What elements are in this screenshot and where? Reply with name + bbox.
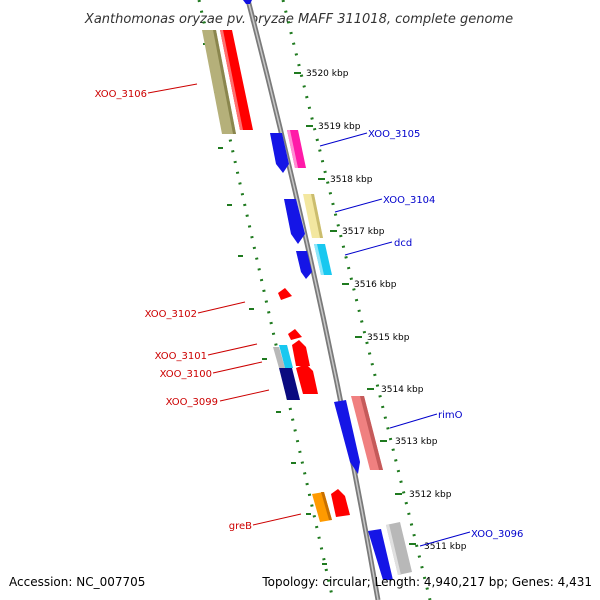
gene-label-group[interactable]: dcd xyxy=(344,238,412,256)
gene-label-group[interactable]: greB xyxy=(229,513,302,532)
gene-labels: XOO_3106 XOO_3105 XOO_3104 dcd XOO_3102 … xyxy=(95,83,523,547)
gene-label-group[interactable]: XOO_3105 xyxy=(319,129,420,147)
gene-feature-greB[interactable] xyxy=(312,492,332,522)
gene-label-XOO_3102[interactable]: XOO_3102 xyxy=(145,309,197,320)
gene-label-group[interactable]: XOO_3104 xyxy=(334,195,435,213)
gene-label-XOO_3106[interactable]: XOO_3106 xyxy=(95,89,147,100)
gene-feature-XOO_3100[interactable] xyxy=(292,340,310,366)
gene-label-XOO_3104[interactable]: XOO_3104 xyxy=(383,195,435,206)
gene-feature-XOO_3102[interactable] xyxy=(278,288,292,300)
gene-feature-XOO_3096-highlight xyxy=(386,524,401,575)
scale-tick: 3520 kbp xyxy=(294,69,349,79)
gene-label-XOO_3100[interactable]: XOO_3100 xyxy=(160,369,212,380)
gene-feature-XOO_3104-arrow[interactable] xyxy=(284,199,305,244)
scale-tick-label: 3515 kbp xyxy=(367,333,410,343)
scale-tick: 3513 kbp xyxy=(380,437,438,447)
scale-tick-label: 3517 kbp xyxy=(342,227,385,237)
gene-feature-XOO_3105-arrow[interactable] xyxy=(270,133,289,173)
scale-tick-label: 3519 kbp xyxy=(318,122,361,132)
gene-feature-XOO_3099-arrow[interactable] xyxy=(296,364,318,394)
scale-tick: 3515 kbp xyxy=(355,333,410,343)
gene-label-group[interactable]: XOO_3096 xyxy=(419,529,523,547)
gene-label-XOO_3101[interactable]: XOO_3101 xyxy=(155,351,207,362)
gene-feature-rimO-shadow xyxy=(360,396,383,470)
gene-feature-rimO-arrow[interactable] xyxy=(334,400,360,474)
gene-feature-XOO_3106[interactable] xyxy=(220,30,253,130)
gene-feature-XOO_3106-highlight xyxy=(220,30,243,130)
scale-tick: 3514 kbp xyxy=(367,385,424,395)
scale-tick-label: 3516 kbp xyxy=(354,280,397,290)
gene-feature-dcd-highlight xyxy=(314,244,324,275)
scale-ticks: 3520 kbp 3519 kbp 3518 kbp 3517 kbp 3516… xyxy=(294,69,467,552)
scale-tick-label: 3513 kbp xyxy=(395,437,438,447)
scale-tick: 3512 kbp xyxy=(395,490,452,500)
scale-tick-label: 3512 kbp xyxy=(409,490,452,500)
gene-label-XOO_3105[interactable]: XOO_3105 xyxy=(368,129,420,140)
gene-label-XOO_3096[interactable]: XOO_3096 xyxy=(471,529,523,540)
gene-feature-greB-shadow xyxy=(321,492,332,520)
backbone xyxy=(245,0,381,600)
gene-feature-XOO_3104-shadow xyxy=(311,194,323,238)
gene-label-group[interactable]: rimO xyxy=(389,410,463,429)
gene-feature-small-red[interactable] xyxy=(288,329,302,340)
scale-tick-label: 3518 kbp xyxy=(330,175,373,185)
gene-label-XOO_3099[interactable]: XOO_3099 xyxy=(166,397,218,408)
gene-label-group[interactable]: XOO_3100 xyxy=(160,361,263,380)
gene-feature-XOO_3105-highlight xyxy=(287,130,298,168)
scale-tick: 3516 kbp xyxy=(342,280,397,290)
gene-feature-XOO_3096[interactable] xyxy=(386,522,412,575)
accession-text: Accession: NC_007705 xyxy=(9,575,145,589)
topology-text: Topology: circular; Length: 4,940,217 bp… xyxy=(261,575,592,589)
gene-feature-dcd-arrow[interactable] xyxy=(296,251,312,279)
outer-ruler-right xyxy=(281,0,432,600)
scale-tick-label: 3520 kbp xyxy=(306,69,349,79)
scale-tick-label: 3514 kbp xyxy=(381,385,424,395)
gene-label-group[interactable]: XOO_3101 xyxy=(155,343,258,362)
scale-tick: 3517 kbp xyxy=(330,227,385,237)
scale-tick: 3519 kbp xyxy=(306,122,361,132)
gene-label-greB[interactable]: greB xyxy=(229,521,252,532)
scale-tick: 3518 kbp xyxy=(318,175,373,185)
genome-title: Xanthomonas oryzae pv. oryzae MAFF 31101… xyxy=(84,12,513,27)
gene-feature-top[interactable] xyxy=(243,0,252,4)
gene-label-rimO[interactable]: rimO xyxy=(438,410,463,421)
gene-feature-XOO_3099[interactable] xyxy=(279,368,300,400)
gene-feature-XOO_3101-cyan[interactable] xyxy=(279,345,293,368)
gene-feature-greB-arrow[interactable] xyxy=(331,489,350,517)
gene-feature-XOO_3101[interactable] xyxy=(273,347,285,368)
gene-feature-XOO_3106-khaki[interactable] xyxy=(202,30,236,134)
gene-label-dcd[interactable]: dcd xyxy=(394,238,412,249)
gene-feature-XOO_3096-arrow[interactable] xyxy=(368,529,393,580)
gene-label-group[interactable]: XOO_3106 xyxy=(95,83,198,100)
gene-label-group[interactable]: XOO_3099 xyxy=(166,389,270,408)
gene-label-group[interactable]: XOO_3102 xyxy=(145,301,246,320)
scale-tick-label: 3511 kbp xyxy=(424,542,467,552)
gene-features xyxy=(202,0,412,580)
scale-tick: 3511 kbp xyxy=(409,542,467,552)
gene-feature-XOO_3106-shadow xyxy=(213,30,236,134)
